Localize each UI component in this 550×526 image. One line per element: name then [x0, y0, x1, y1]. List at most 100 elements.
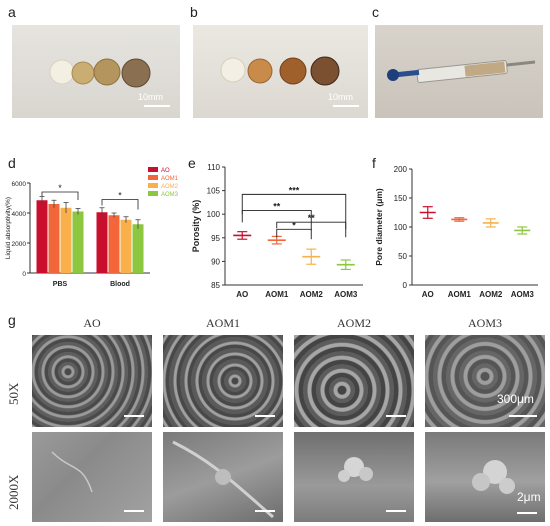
- sem-col-ao: AO: [83, 316, 101, 330]
- scale-bar-b: [333, 105, 359, 107]
- scale-bar: [509, 415, 537, 417]
- sem-image-aom1-50x: [163, 335, 283, 427]
- sem-image-aom2-50x: [294, 335, 414, 427]
- scale-bar: [517, 512, 537, 514]
- sem-row-50x: 50X: [6, 382, 21, 405]
- bar-aom2-pbs: [60, 207, 72, 273]
- legend-swatch-ao: [148, 167, 158, 172]
- scale-bar: [255, 415, 275, 417]
- legend-label-aom3: AOM3: [161, 192, 179, 198]
- photo-c-syringe: [375, 25, 543, 118]
- scale-text-b: 10mm: [328, 92, 354, 102]
- significance-bracket: [276, 228, 312, 240]
- scale-text-2um: 2μm: [517, 490, 541, 504]
- sem-image-ao-50x: [32, 335, 152, 427]
- scale-text-300um: 300μm: [497, 392, 534, 406]
- y-axis-label: Liquid absorptivity(%): [5, 197, 12, 259]
- bar-ao-pbs: [36, 200, 48, 273]
- y-tick-label: 6000: [12, 181, 27, 188]
- y-tick-label: 200: [394, 165, 408, 174]
- chart-f-pore-diameter: 0 50 100 150 200 Pore diameter (μm) AO AOM1 AOM2…: [374, 165, 538, 299]
- legend-label-aom2: AOM2: [161, 184, 179, 190]
- panel-label-f: f: [372, 155, 376, 171]
- bar-aom3-pbs: [72, 211, 84, 273]
- x-tick-label: AO: [422, 290, 434, 299]
- bar-aom3-blood: [132, 224, 144, 273]
- y-tick-label: 105: [207, 187, 221, 196]
- y-tick-label: 0: [403, 281, 408, 290]
- significance-bracket: [276, 221, 347, 238]
- significance-bracket: [101, 199, 139, 210]
- panel-label-d: d: [8, 155, 16, 171]
- x-tick-label: AOM2: [479, 290, 503, 299]
- y-axis-label: Pore diameter (μm): [374, 188, 384, 266]
- photo-a-scaffolds: 10mm: [12, 25, 180, 118]
- x-tick-label: Blood: [110, 281, 130, 288]
- x-tick-label: AOM1: [448, 290, 472, 299]
- sem-texture: [51, 451, 93, 493]
- y-tick-label: 50: [398, 252, 407, 261]
- x-tick-label: AOM1: [265, 290, 289, 299]
- significance-bracket: [41, 191, 79, 200]
- y-tick-label: 85: [211, 281, 220, 290]
- panel-label-b: b: [190, 4, 198, 20]
- significance-marker: **: [308, 213, 316, 223]
- scale-bar: [386, 510, 406, 512]
- chart-e-porosity: 85 90 95 100 105 110 Porosity (%) AO AOM1 AOM2 AOM…: [191, 163, 363, 299]
- sem-col-aom3: AOM3: [467, 316, 502, 330]
- y-tick-label: 100: [394, 223, 408, 232]
- scale-bar: [124, 415, 144, 417]
- legend-label-ao: AO: [161, 168, 170, 174]
- significance-marker: ***: [289, 185, 300, 195]
- sem-texture: [472, 460, 515, 494]
- chart-d-liquid-absorptivity: 0 2000 4000 6000 Liquid absorptivity(%) PBS Bl…: [5, 167, 179, 288]
- bar-aom2-blood: [120, 219, 132, 273]
- x-tick-label: AOM3: [511, 290, 535, 299]
- scale-bar-a: [144, 105, 170, 107]
- scaffold-discs-a: [49, 58, 151, 88]
- panel-label-e: e: [188, 155, 196, 171]
- x-tick-label: PBS: [53, 281, 68, 288]
- legend-swatch-aom2: [148, 183, 158, 188]
- significance-marker: *: [118, 191, 122, 201]
- significance-marker: *: [58, 183, 62, 193]
- sem-col-aom2: AOM2: [336, 316, 371, 330]
- scale-bar: [124, 510, 144, 512]
- y-tick-label: 100: [207, 210, 221, 219]
- y-tick-label: 0: [22, 271, 26, 278]
- panel-label-a: a: [8, 4, 16, 20]
- panel-label-c: c: [372, 4, 379, 20]
- sem-texture: [172, 440, 274, 519]
- scale-bar: [255, 510, 275, 512]
- sem-image-aom3-2000x: 2μm: [425, 432, 545, 522]
- scale-text-a: 10mm: [138, 92, 164, 102]
- sem-image-aom1-2000x: [163, 432, 283, 522]
- sem-col-aom1: AOM1: [205, 316, 240, 330]
- bar-aom1-pbs: [48, 204, 60, 273]
- y-tick-label: 2000: [12, 241, 27, 248]
- y-tick-label: 95: [211, 234, 220, 243]
- sem-image-ao-2000x: [32, 432, 152, 522]
- bar-ao-blood: [96, 212, 108, 273]
- syringe-drawing: [387, 60, 536, 83]
- y-axis-label: Porosity (%): [191, 200, 201, 253]
- significance-bracket: [241, 193, 347, 230]
- scaffold-discs-b: [220, 56, 340, 86]
- significance-marker: **: [273, 201, 281, 211]
- sem-row-2000x: 2000X: [6, 474, 21, 510]
- x-tick-label: AO: [236, 290, 248, 299]
- legend-swatch-aom3: [148, 191, 158, 196]
- photo-b-scaffolds: 10mm: [193, 25, 368, 118]
- x-tick-label: AOM2: [300, 290, 324, 299]
- legend-swatch-aom1: [148, 175, 158, 180]
- significance-marker: *: [292, 220, 296, 230]
- y-tick-label: 110: [207, 163, 220, 172]
- sem-image-aom2-2000x: [294, 432, 414, 522]
- legend-label-aom1: AOM1: [161, 176, 179, 182]
- y-tick-label: 4000: [12, 211, 27, 218]
- sem-image-aom3-50x: 300μm: [425, 335, 545, 427]
- bar-aom1-blood: [108, 215, 120, 273]
- y-tick-label: 150: [394, 194, 408, 203]
- x-tick-label: AOM3: [334, 290, 358, 299]
- panel-label-g: g: [8, 312, 16, 328]
